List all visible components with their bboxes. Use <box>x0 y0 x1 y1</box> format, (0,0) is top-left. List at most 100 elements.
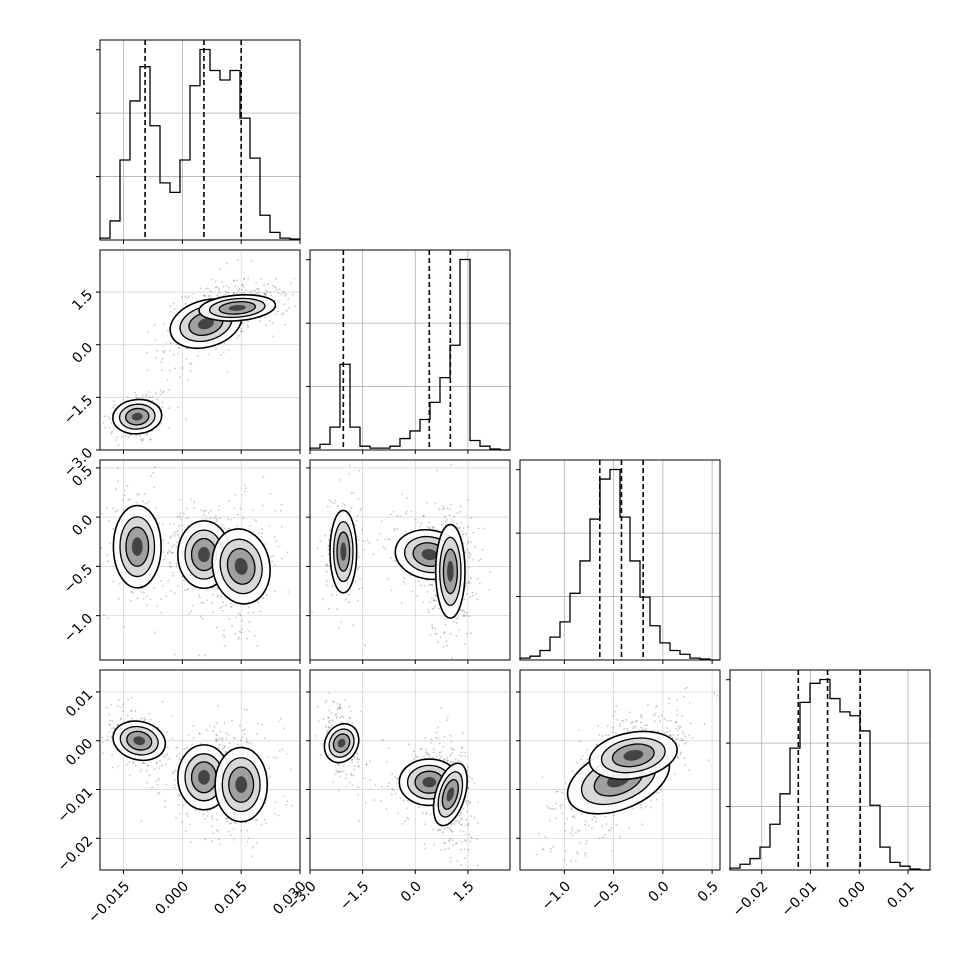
sample-point <box>152 486 155 489</box>
sample-point <box>535 853 538 856</box>
sample-point <box>227 734 230 736</box>
sample-point <box>158 791 161 794</box>
sample-point <box>218 288 221 291</box>
sample-point <box>549 807 552 810</box>
sample-point <box>423 584 426 587</box>
sample-point <box>286 800 289 803</box>
sample-point <box>453 823 456 825</box>
sample-point <box>442 746 445 748</box>
sample-point <box>258 293 261 295</box>
sample-point <box>489 571 491 573</box>
sample-point <box>330 724 333 727</box>
sample-point <box>185 358 188 360</box>
sample-point <box>703 723 706 726</box>
sample-point <box>440 756 443 759</box>
sample-point <box>181 367 184 369</box>
sample-point <box>206 599 208 601</box>
sample-point <box>177 584 180 587</box>
sample-point <box>114 439 117 441</box>
sample-point <box>234 737 237 740</box>
sample-point <box>269 555 272 558</box>
sample-point <box>172 551 174 554</box>
sample-point <box>470 632 472 635</box>
density-contour-3 <box>422 776 437 788</box>
sample-point <box>453 515 455 518</box>
sample-point <box>284 323 286 326</box>
sample-point <box>274 285 276 288</box>
sample-point <box>401 823 404 825</box>
sample-point <box>174 786 176 789</box>
sample-point <box>404 583 407 585</box>
sample-point <box>239 630 241 633</box>
sample-point <box>218 737 221 740</box>
sample-point <box>187 587 190 590</box>
sample-point <box>148 396 151 398</box>
sample-point <box>460 751 463 754</box>
panel-frame <box>519 459 721 661</box>
sample-point <box>336 763 339 766</box>
sample-point <box>268 525 271 527</box>
sample-point <box>218 291 221 294</box>
sample-point <box>199 733 201 735</box>
sample-point <box>594 745 596 748</box>
sample-point <box>571 827 574 829</box>
sample-point <box>174 592 176 595</box>
sample-point <box>103 415 106 418</box>
sample-point <box>196 355 199 358</box>
sample-point <box>316 282 318 284</box>
sample-point <box>467 540 470 543</box>
sample-point <box>570 807 573 809</box>
sample-point <box>478 582 481 585</box>
sample-point <box>336 702 339 705</box>
sample-point <box>107 415 110 418</box>
sample-point <box>635 725 638 728</box>
sample-point <box>571 770 574 772</box>
sample-point <box>466 810 468 813</box>
sample-point <box>640 807 642 809</box>
sample-point <box>157 777 160 780</box>
sample-point <box>103 614 105 617</box>
sample-point <box>241 736 244 739</box>
sample-point <box>188 823 191 826</box>
sample-point <box>284 292 287 295</box>
sample-point <box>604 734 607 737</box>
sample-point <box>225 604 227 607</box>
sample-point <box>118 583 121 585</box>
sample-point <box>148 391 151 393</box>
sample-point <box>459 829 462 832</box>
sample-point <box>268 319 271 322</box>
sample-point <box>677 738 679 741</box>
sample-point <box>385 761 388 763</box>
sample-point <box>323 534 326 537</box>
sample-point <box>333 701 335 704</box>
sample-point <box>344 698 347 701</box>
sample-point <box>466 770 469 772</box>
sample-point <box>176 530 179 532</box>
sample-point <box>459 510 461 513</box>
sample-point <box>169 561 171 564</box>
sample-point <box>203 294 206 297</box>
sample-point <box>277 292 280 294</box>
sample-point <box>572 883 574 885</box>
sample-point <box>149 598 152 601</box>
sample-point <box>237 258 240 261</box>
sample-point <box>265 289 267 292</box>
sample-point <box>116 765 119 768</box>
sample-point <box>215 733 218 736</box>
sample-point <box>198 654 201 657</box>
sample-point <box>465 840 468 842</box>
sample-point <box>328 709 330 712</box>
sample-point <box>639 721 642 724</box>
sample-point <box>215 739 218 742</box>
sample-point <box>605 823 608 825</box>
sample-point <box>561 803 563 806</box>
sample-point <box>327 727 330 729</box>
sample-point <box>287 298 290 300</box>
sample-point <box>572 816 574 818</box>
sample-point <box>331 719 334 722</box>
sample-point <box>233 507 235 510</box>
sample-point <box>280 293 283 295</box>
sample-point <box>246 840 249 843</box>
sample-point <box>464 551 467 554</box>
sample-point <box>159 393 162 396</box>
